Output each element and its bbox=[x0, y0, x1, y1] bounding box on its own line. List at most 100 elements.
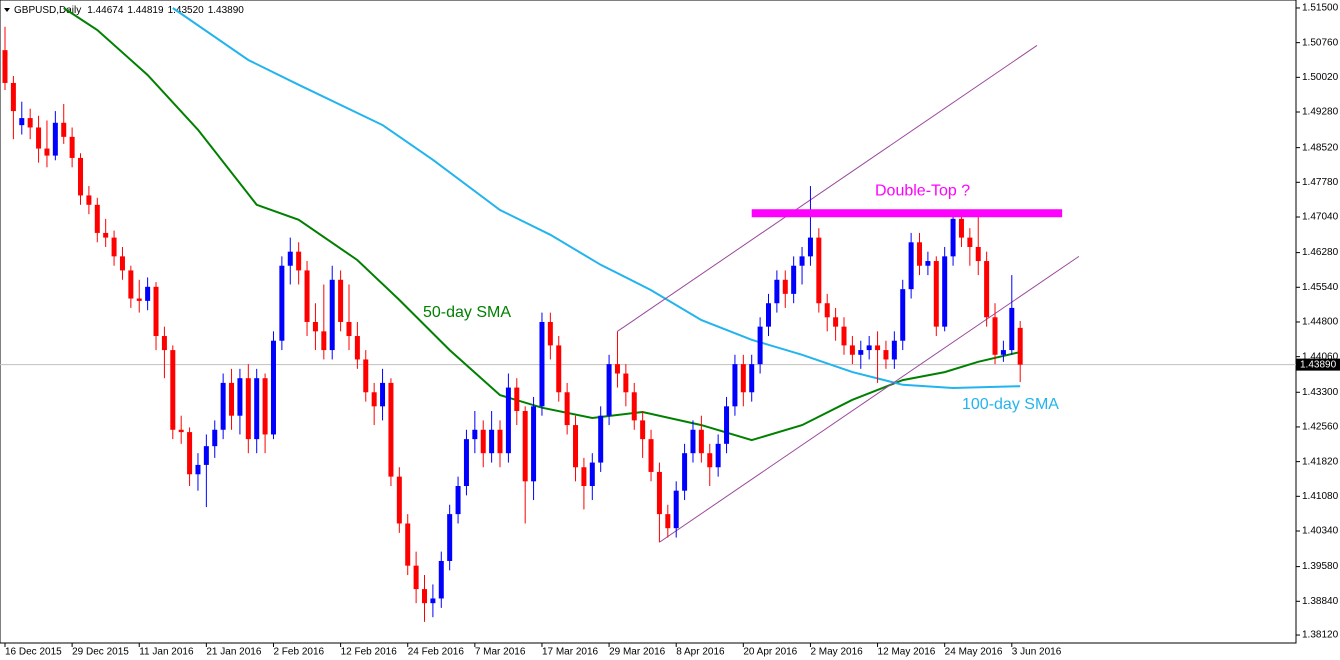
y-tick-label: 1.48520 bbox=[1302, 142, 1339, 153]
candle-body bbox=[698, 429, 704, 454]
candle-body bbox=[413, 565, 419, 590]
candle-body bbox=[371, 392, 377, 407]
candle-body bbox=[78, 157, 84, 196]
x-tick-label: 29 Dec 2015 bbox=[72, 647, 129, 658]
candle-body bbox=[111, 237, 117, 257]
candle-body bbox=[841, 326, 847, 346]
candle-body bbox=[187, 432, 193, 475]
candle-body bbox=[908, 242, 914, 290]
candle-body bbox=[799, 256, 805, 266]
y-tick-label: 1.38840 bbox=[1302, 596, 1339, 607]
sma-label: 100-day SMA bbox=[962, 396, 1059, 413]
x-tick-label: 21 Jan 2016 bbox=[206, 647, 261, 658]
candle-body bbox=[422, 589, 427, 604]
candle-body bbox=[925, 261, 931, 266]
candle-body bbox=[556, 345, 562, 393]
candle-body bbox=[237, 378, 243, 416]
candle-body bbox=[447, 514, 453, 561]
candle-body bbox=[304, 270, 310, 322]
x-tick-label: 16 Dec 2015 bbox=[5, 647, 62, 658]
quote-value: 1.43890 bbox=[208, 5, 245, 16]
candle-body bbox=[430, 598, 436, 604]
candle-body bbox=[992, 317, 998, 355]
y-tick-label: 1.44060 bbox=[1302, 351, 1339, 362]
candle-body bbox=[270, 340, 276, 435]
x-tick-label: 12 Feb 2016 bbox=[341, 647, 398, 658]
channel-line bbox=[659, 255, 1080, 543]
candle-body bbox=[287, 251, 293, 266]
y-tick-label: 1.47780 bbox=[1302, 177, 1339, 188]
y-tick-label: 1.49280 bbox=[1302, 107, 1339, 118]
candle-body bbox=[547, 321, 553, 346]
candle-body bbox=[354, 336, 360, 360]
candle-body bbox=[589, 462, 595, 486]
candle-body bbox=[405, 523, 411, 566]
symbol-title: GBPUSD,Daily bbox=[14, 5, 81, 16]
candle-body bbox=[438, 560, 444, 599]
candle-body bbox=[497, 429, 503, 454]
candle-body bbox=[724, 406, 730, 444]
candle-body bbox=[833, 317, 839, 327]
y-tick-label: 1.42560 bbox=[1302, 422, 1339, 433]
y-tick-label: 1.45540 bbox=[1302, 282, 1339, 293]
candle-body bbox=[396, 476, 402, 524]
candle-body bbox=[279, 265, 285, 341]
candle-body bbox=[505, 387, 511, 454]
quote-value: 1.44674 bbox=[87, 5, 124, 16]
candle-body bbox=[245, 378, 251, 440]
candle-body bbox=[958, 218, 964, 238]
chart-header: GBPUSD,Daily 1.44674 1.44819 1.43520 1.43890 bbox=[14, 5, 244, 16]
candle-body bbox=[203, 446, 209, 465]
y-tick-label: 1.50020 bbox=[1302, 72, 1339, 83]
candle-body bbox=[816, 237, 822, 304]
quote-value: 1.43520 bbox=[168, 5, 205, 16]
candle-body bbox=[740, 364, 746, 393]
y-tick-label: 1.40340 bbox=[1302, 526, 1339, 537]
candle-body bbox=[212, 429, 218, 447]
price-label-box bbox=[1296, 358, 1340, 371]
candle-body bbox=[19, 118, 25, 126]
candle-body bbox=[52, 122, 58, 156]
candle-body bbox=[640, 420, 646, 440]
candle-body bbox=[128, 270, 134, 299]
x-tick-label: 11 Jan 2016 bbox=[139, 647, 194, 658]
candle-body bbox=[866, 345, 872, 351]
candle-body bbox=[539, 321, 545, 407]
candle-body bbox=[346, 321, 352, 337]
candle-body bbox=[715, 443, 721, 468]
candle-body bbox=[178, 429, 184, 433]
candle-body bbox=[917, 242, 923, 266]
candle-body bbox=[673, 490, 679, 529]
candle-body bbox=[791, 265, 797, 294]
candle-body bbox=[707, 453, 713, 468]
candle-body bbox=[883, 350, 889, 360]
candle-body bbox=[36, 127, 42, 149]
candle-body bbox=[229, 382, 235, 416]
sma-label: 50-day SMA bbox=[423, 304, 511, 321]
x-tick-label: 24 May 2016 bbox=[945, 647, 1003, 658]
x-tick-label: 24 Feb 2016 bbox=[408, 647, 465, 658]
candle-body bbox=[463, 439, 469, 486]
candle-body bbox=[363, 359, 369, 393]
y-tick-label: 1.51500 bbox=[1302, 3, 1339, 14]
candle-body bbox=[765, 303, 771, 327]
candle-body bbox=[606, 364, 612, 416]
y-tick-label: 1.44800 bbox=[1302, 317, 1339, 328]
x-tick-label: 29 Mar 2016 bbox=[609, 647, 666, 658]
candle-body bbox=[648, 439, 654, 472]
candle-body bbox=[984, 261, 990, 318]
candle-body bbox=[388, 382, 394, 477]
candle-body bbox=[933, 261, 939, 327]
candle-body bbox=[329, 279, 335, 351]
candle-body bbox=[967, 237, 973, 247]
candle-body bbox=[656, 471, 662, 515]
candle-body bbox=[782, 279, 788, 294]
candle-body bbox=[749, 364, 755, 393]
candle-body bbox=[573, 425, 579, 468]
x-tick-label: 3 Jun 2016 bbox=[1012, 647, 1062, 658]
candle-body bbox=[136, 298, 142, 301]
candle-body bbox=[312, 321, 318, 332]
resistance-line bbox=[751, 209, 1063, 218]
x-tick-label: 8 Apr 2016 bbox=[676, 647, 725, 658]
